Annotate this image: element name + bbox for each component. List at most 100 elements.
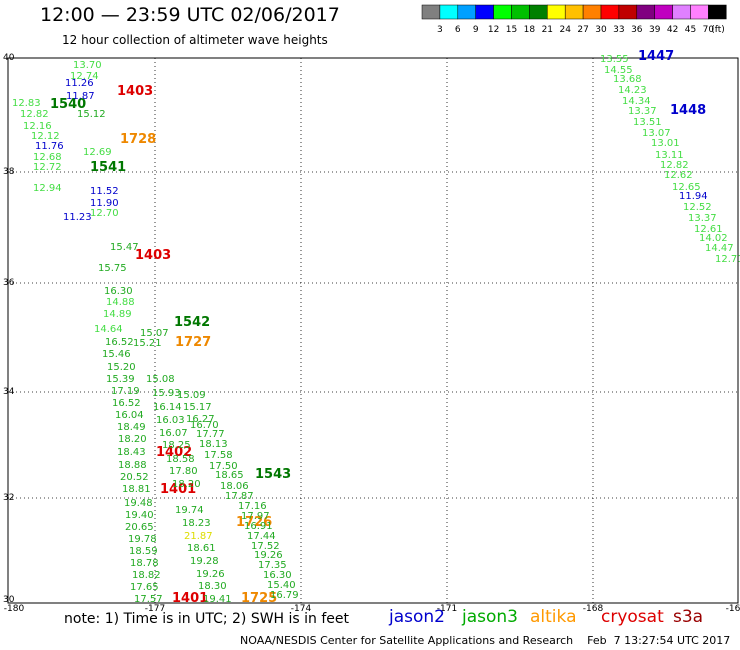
swh-value-label: 17.44 — [247, 531, 276, 542]
swh-value-label: 18.43 — [117, 447, 146, 458]
swh-value-label: 18.58 — [166, 454, 195, 465]
lat-tick-label: 38 — [3, 167, 15, 177]
scale-tick-label: 21 — [542, 25, 553, 35]
swh-value-label: 19.26 — [254, 550, 283, 561]
swh-value-label: 14.47 — [705, 243, 734, 254]
swh-value-label: 21.87 — [184, 531, 213, 542]
legend-jason3: jason3 — [462, 607, 518, 627]
swh-value-label: 15.12 — [77, 109, 106, 120]
credit-line: NOAA/NESDIS Center for Satellite Applica… — [240, 634, 731, 647]
swh-value-label: 19.41 — [203, 594, 232, 605]
page-subtitle: 12 hour collection of altimeter wave hei… — [62, 33, 328, 47]
swh-value-label: 11.26 — [65, 78, 94, 89]
swh-value-label: 11.23 — [63, 212, 92, 223]
swh-value-label: 14.34 — [622, 96, 651, 107]
swh-value-label: 12.69 — [83, 147, 112, 158]
swh-value-label: 18.81 — [122, 484, 151, 495]
swh-value-label: 11.94 — [679, 191, 708, 202]
pass-time-label: 1541 — [90, 160, 126, 175]
pass-time-label: 1401 — [172, 591, 208, 606]
swh-value-label: 12.82 — [20, 109, 49, 120]
swh-value-label: 15.75 — [98, 263, 127, 274]
swh-value-label: 18.49 — [117, 422, 146, 433]
map-frame — [7, 57, 739, 604]
swh-value-label: 16.79 — [270, 590, 299, 601]
swh-value-label: 14.02 — [699, 233, 728, 244]
swh-value-label: 19.40 — [125, 510, 154, 521]
swh-value-label: 16.27 — [186, 414, 215, 425]
swh-value-label: 13.07 — [642, 128, 671, 139]
swh-value-label: 18.82 — [132, 570, 161, 581]
swh-value-label: 17.77 — [196, 429, 225, 440]
swh-value-label: 15.21 — [133, 338, 162, 349]
swh-value-label: 18.25 — [162, 440, 191, 451]
swh-value-label: 17.19 — [111, 386, 140, 397]
scale-unit-label: (ft) — [711, 25, 725, 35]
swh-value-label: 16.52 — [112, 398, 141, 409]
scale-tick-label: 24 — [559, 25, 571, 35]
swh-value-label: 20.65 — [125, 522, 154, 533]
swh-value-label: 12.62 — [664, 170, 693, 181]
swh-value-label: 17.87 — [225, 491, 254, 502]
swh-value-label: 15.07 — [140, 328, 169, 339]
swh-value-label: 12.83 — [12, 98, 41, 109]
pass-time-label: 1447 — [638, 49, 674, 64]
swh-value-label: 13.11 — [655, 150, 684, 161]
scale-tick-label: 3 — [437, 25, 443, 35]
scale-tick-label: 9 — [473, 25, 479, 35]
lon-tick-label: -180 — [4, 604, 25, 614]
scale-tick-label: 18 — [524, 25, 536, 35]
swh-value-label: 18.65 — [215, 470, 244, 481]
pass-time-label: 1403 — [135, 248, 171, 263]
swh-value-label: 13.55 — [600, 54, 629, 65]
swh-value-label: 12.94 — [33, 183, 62, 194]
pass-time-label: 1402 — [156, 445, 192, 460]
pass-time-label: 1542 — [174, 315, 210, 330]
scale-tick-label: 39 — [649, 25, 661, 35]
pass-time-label: 1543 — [255, 467, 291, 482]
scale-tick-label: 42 — [667, 25, 678, 35]
scale-tick-label: 36 — [631, 25, 643, 35]
swh-value-label: 17.80 — [169, 466, 198, 477]
scale-tick-label: 45 — [685, 25, 696, 35]
legend-jason2: jason2 — [389, 607, 445, 627]
swh-value-label: 16.30 — [104, 286, 133, 297]
swh-value-label: 14.88 — [106, 297, 135, 308]
pass-time-label: 1725 — [241, 591, 277, 606]
scale-tick-label: 33 — [613, 25, 624, 35]
swh-value-label: 20.52 — [120, 472, 149, 483]
swh-value-label: 13.68 — [613, 74, 642, 85]
lon-tick-label: -171 — [437, 604, 457, 614]
swh-value-label: 18.59 — [129, 546, 158, 557]
swh-value-label: 17.16 — [238, 501, 267, 512]
lon-tick-label: -168 — [583, 604, 604, 614]
scale-tick-label: 70 — [703, 25, 715, 35]
swh-value-label: 12.74 — [70, 71, 99, 82]
page-title: 12:00 — 23:59 UTC 02/06/2017 — [40, 4, 340, 26]
swh-value-label: 17.58 — [204, 450, 233, 461]
scale-tick-label: 15 — [506, 25, 517, 35]
swh-value-label: 14.89 — [103, 309, 132, 320]
swh-value-label: 15.40 — [267, 580, 296, 591]
lat-tick-label: 34 — [3, 387, 15, 397]
swh-value-label: 12.52 — [683, 202, 712, 213]
swh-value-label: 15.08 — [146, 374, 175, 385]
swh-value-label: 15.47 — [110, 242, 139, 253]
lon-tick-label: -177 — [145, 604, 165, 614]
swh-value-label: 13.01 — [651, 138, 680, 149]
pass-time-label: 1403 — [117, 84, 153, 99]
legend-s3a: s3a — [673, 607, 704, 627]
legend-cryosat: cryosat — [601, 607, 664, 627]
scale-tick-label: 27 — [577, 25, 588, 35]
swh-value-label: 16.91 — [244, 521, 273, 532]
pass-time-label: 1401 — [160, 482, 196, 497]
swh-value-label: 17.97 — [241, 511, 270, 522]
scale-tick-label: 6 — [455, 25, 461, 35]
swh-value-label: 12.16 — [23, 121, 52, 132]
swh-value-label: 17.50 — [209, 461, 238, 472]
swh-value-label: 15.09 — [177, 390, 206, 401]
lat-tick-label: 30 — [3, 595, 15, 605]
swh-value-label: 16.14 — [153, 402, 182, 413]
swh-value-label: 12.82 — [660, 160, 689, 171]
pass-time-label: 1727 — [175, 335, 211, 350]
